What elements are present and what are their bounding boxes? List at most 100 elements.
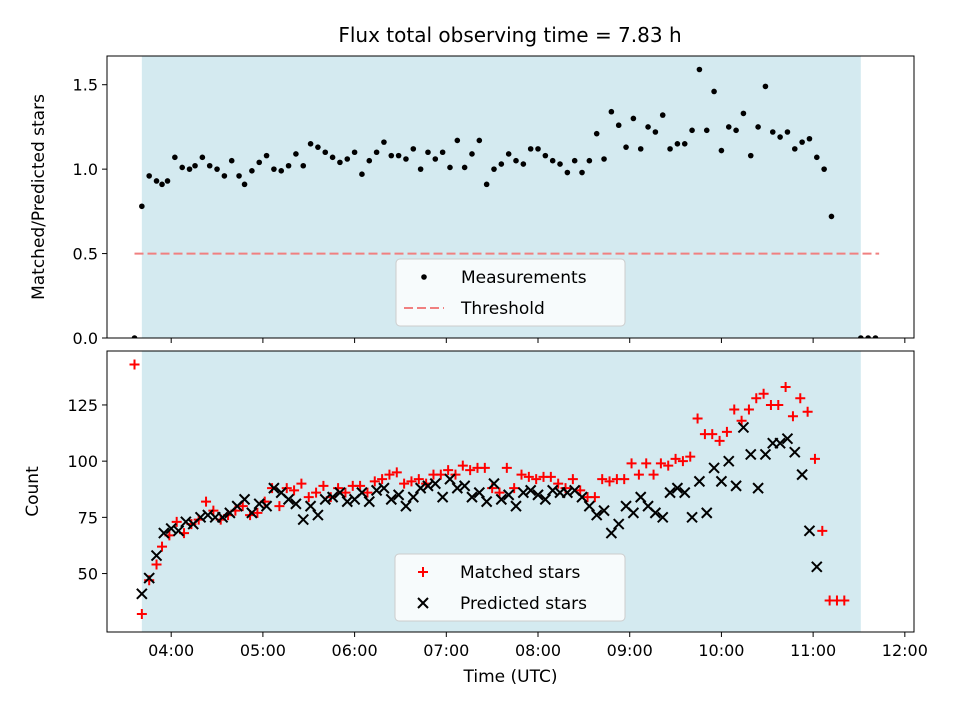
predicted-star-point [693,475,706,488]
legend-matched-swatch [418,567,428,577]
measurement-point [806,135,813,142]
predicted-star-point [238,493,251,506]
measurement-point [300,162,307,169]
chart-title: Flux total observing time = 7.83 h [338,23,681,47]
measurement-point [777,134,783,140]
measurement-point [461,164,468,171]
predicted-star-point [143,572,155,584]
measurement-point [652,129,659,135]
matched-star-point [575,485,586,496]
matched-star-point [465,465,476,476]
predicted-star-point [502,489,515,501]
matched-star-point [151,559,162,570]
predicted-star-point [312,509,324,521]
x-tick-label: 11:00 [790,641,836,660]
measurement-point [425,149,431,156]
measurement-point [228,157,235,164]
matched-star-point [531,474,542,485]
matched-star-point [736,415,747,426]
measurement-point [159,181,165,188]
measurement-point [491,166,497,172]
measurement-point [542,152,549,159]
predicted-star-point [679,486,691,499]
predicted-star-point [811,561,823,573]
legend-label: Matched stars [460,563,580,583]
y-tick-label: 1.0 [73,160,98,179]
legend-box [394,553,626,622]
matched-star-point [267,483,278,494]
y-tick-label: 100 [67,452,98,471]
measurement-point [454,137,461,144]
predicted-star-point [451,482,464,494]
predicted-star-point [473,486,486,499]
measurement-point [740,110,747,117]
measurement-point [520,161,527,167]
measurement-point [469,151,475,157]
predicted-star-point [392,489,405,501]
matched-star-point [318,480,329,491]
predicted-star-point [664,486,676,499]
measurement-point [153,178,160,184]
measurement-point [615,122,622,129]
top-panel: 0.0 0.5 1.0 1.5 Matched/Predicted stars Measu… [29,55,915,348]
legend-measurement-swatch [421,274,427,280]
matched-star-point [633,469,644,480]
legend-box [395,258,626,327]
y-tick-label: 75 [78,508,98,527]
matched-star-point [413,474,424,485]
y-axis-label: Matched/Predicted stars [29,94,49,300]
matched-star-point [751,393,762,404]
markers [129,359,850,620]
x-tick-label: 10:00 [698,641,744,660]
predicted-star-point [488,477,500,490]
predicted-star-point [532,489,544,501]
matched-star-point [758,388,769,399]
matched-star-point [157,541,168,552]
predicted-star-point [436,491,449,503]
predicted-star-point [429,477,442,490]
predicted-star-point [150,549,163,562]
predicted-star-point [253,498,265,510]
measurement-point [872,335,879,338]
measurement-point [381,139,387,145]
measurement-point [557,161,563,167]
matched-star-point [567,474,578,485]
measurement-point [527,146,534,152]
y-tick-label: 1.5 [73,76,98,95]
y-tick-label: 0.0 [73,329,98,348]
matched-star-point [369,476,380,487]
matched-star-point [362,487,373,498]
measurement-point [513,157,519,164]
predicted-star-point [781,432,794,445]
predicted-star-point [282,493,295,506]
measurement-point [192,162,198,169]
matched-star-point [355,480,366,491]
measurement-point [241,181,248,188]
predicted-star-point [686,511,698,524]
x-tick-label: 08:00 [515,641,561,660]
measurement-point [571,157,578,164]
measurement-point [131,335,138,338]
measurement-point [659,112,666,118]
predicted-star-point [657,511,669,524]
matched-star-point [237,501,248,512]
y-axis-label: Count [23,466,43,517]
matched-star-point [648,469,659,480]
measurement-point [410,146,417,152]
bottom-panel: 04:00 05:00 06:00 07:00 08:00 09:00 10:00 11:00… [23,350,928,687]
predicted-star-point [590,509,603,521]
matched-star-point [516,469,527,480]
predicted-star-point [444,473,456,485]
measurement-point [579,169,585,176]
measurement-point [725,124,732,130]
predicted-star-point [334,486,346,499]
predicted-star-point [260,500,273,512]
legend-label: Predicted stars [460,594,587,614]
matched-star-point [721,426,732,437]
predicted-star-point [759,448,772,461]
matched-star-point [780,381,791,392]
matched-star-point [384,469,395,480]
predicted-star-point [701,507,713,519]
matched-star-point [787,411,798,422]
measurement-point [403,156,409,162]
